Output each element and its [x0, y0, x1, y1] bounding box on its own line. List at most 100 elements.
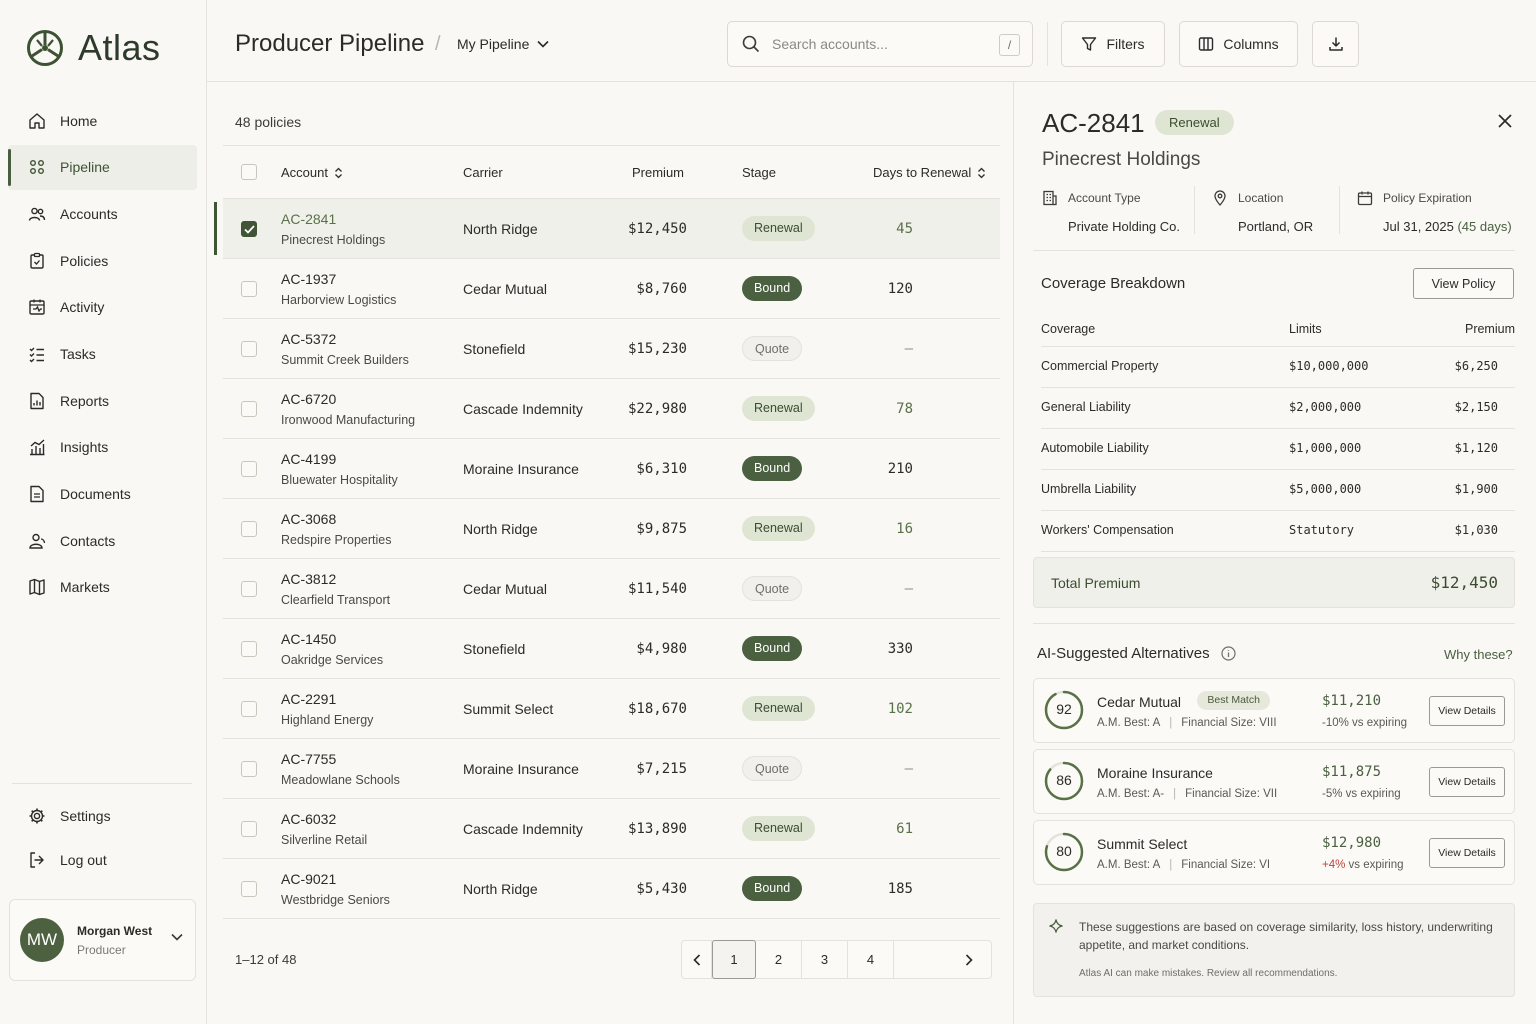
- meta-location: Location Portland, OR: [1212, 190, 1313, 234]
- days-to-renewal-cell: 16: [896, 521, 913, 537]
- row-checkbox[interactable]: [241, 821, 257, 840]
- coverage-row: Umbrella Liability $5,000,000 $1,900: [1041, 470, 1515, 511]
- sidebar-item-documents[interactable]: Documents: [8, 472, 197, 517]
- view-policy-button[interactable]: View Policy: [1413, 268, 1514, 299]
- coverage-table-header: Coverage Limits Premium: [1041, 319, 1515, 347]
- chevron-left-icon: [692, 953, 700, 966]
- table-row[interactable]: AC-3812 Clearfield Transport Cedar Mutua…: [223, 559, 1000, 619]
- stage-badge: Bound: [742, 636, 803, 661]
- pagination-page-3[interactable]: 3: [802, 941, 848, 978]
- account-cell: AC-4199 Bluewater Hospitality: [281, 451, 398, 487]
- column-header-days-to-renewal[interactable]: Days to Renewal: [873, 165, 986, 180]
- sidebar-item-label: Activity: [60, 299, 105, 316]
- match-score: 80: [1056, 843, 1072, 859]
- sidebar-item-tasks[interactable]: Tasks: [8, 331, 197, 376]
- pagination-prev-button[interactable]: [682, 941, 712, 978]
- column-header-stage[interactable]: Stage: [742, 165, 776, 180]
- sidebar-item-pipeline[interactable]: Pipeline: [8, 144, 197, 190]
- sidebar-item-markets[interactable]: Markets: [8, 565, 197, 610]
- table-row[interactable]: AC-7755 Meadowlane Schools Moraine Insur…: [223, 739, 1000, 799]
- row-checkbox[interactable]: [241, 221, 257, 237]
- pagination-page-2[interactable]: 2: [756, 941, 802, 978]
- pagination-page-4[interactable]: 4: [848, 941, 894, 978]
- user-profile-card[interactable]: MW Morgan West Producer: [9, 899, 196, 981]
- days-to-renewal-cell: 210: [887, 461, 913, 477]
- stage-cell: Bound: [742, 276, 803, 301]
- coverage-premium: $6,250: [1454, 359, 1498, 373]
- column-header-carrier[interactable]: Carrier: [463, 165, 503, 180]
- stage-badge: Renewal: [742, 696, 815, 721]
- match-score-ring: [1044, 690, 1084, 730]
- why-these-link[interactable]: Why these?: [1444, 647, 1513, 662]
- stage-badge: Bound: [742, 456, 803, 481]
- row-checkbox[interactable]: [241, 281, 257, 300]
- premium-delta: -5% vs expiring: [1322, 788, 1401, 800]
- table-row[interactable]: AC-3068 Redspire Properties North Ridge …: [223, 499, 1000, 559]
- app-logo[interactable]: Atlas: [26, 27, 161, 69]
- info-icon[interactable]: [1221, 646, 1236, 661]
- premium-delta-value: +4%: [1322, 859, 1346, 871]
- stage-badge: Quote: [742, 756, 803, 781]
- coverage-row: General Liability $2,000,000 $2,150: [1041, 388, 1515, 429]
- view-details-button[interactable]: View Details: [1429, 838, 1505, 868]
- row-checkbox[interactable]: [241, 701, 257, 720]
- sidebar-item-activity[interactable]: Activity: [8, 285, 197, 330]
- column-header-account[interactable]: Account: [281, 165, 343, 180]
- table-row[interactable]: AC-6032 Silverline Retail Cascade Indemn…: [223, 799, 1000, 859]
- section-divider: [1033, 250, 1515, 251]
- sidebar-item-accounts[interactable]: Accounts: [8, 191, 197, 236]
- row-checkbox[interactable]: [241, 881, 257, 900]
- table-row[interactable]: AC-6720 Ironwood Manufacturing Cascade I…: [223, 379, 1000, 439]
- table-row[interactable]: AC-9021 Westbridge Seniors North Ridge $…: [223, 859, 1000, 919]
- row-checkbox[interactable]: [241, 581, 257, 600]
- premium-delta-value: -10%: [1322, 717, 1349, 729]
- column-header-premium[interactable]: Premium: [632, 165, 685, 180]
- tasks-icon: [28, 345, 46, 363]
- sidebar-item-policies[interactable]: Policies: [8, 238, 197, 283]
- row-checkbox[interactable]: [241, 341, 257, 360]
- table-row[interactable]: AC-4199 Bluewater Hospitality Moraine In…: [223, 439, 1000, 499]
- row-checkbox[interactable]: [241, 461, 257, 480]
- home-icon: [28, 112, 46, 130]
- row-checkbox[interactable]: [241, 761, 257, 780]
- sidebar-item-label: Pipeline: [60, 159, 110, 176]
- stage-cell: Renewal: [742, 816, 815, 841]
- account-id: AC-3812: [281, 571, 337, 587]
- pipeline-selector[interactable]: My Pipeline: [457, 36, 549, 52]
- account-cell: AC-3812 Clearfield Transport: [281, 571, 390, 607]
- carrier-cell: Stonefield: [463, 641, 526, 657]
- table-row[interactable]: AC-2291 Highland Energy Summit Select $1…: [223, 679, 1000, 739]
- table-row[interactable]: AC-1937 Harborview Logistics Cedar Mutua…: [223, 259, 1000, 319]
- chevron-down-icon[interactable]: [171, 933, 183, 941]
- carrier-cell: Summit Select: [463, 701, 554, 717]
- row-checkbox[interactable]: [241, 521, 257, 540]
- download-button[interactable]: [1312, 21, 1359, 67]
- close-icon[interactable]: [1497, 113, 1513, 129]
- sidebar-item-contacts[interactable]: Contacts: [8, 518, 197, 563]
- pagination-next-button[interactable]: [947, 941, 991, 978]
- sidebar-item-reports[interactable]: Reports: [8, 378, 197, 423]
- premium-cell: $11,540: [627, 581, 687, 597]
- view-details-button[interactable]: View Details: [1429, 696, 1505, 726]
- sidebar-item-log-out[interactable]: Log out: [8, 839, 197, 882]
- filters-button[interactable]: Filters: [1061, 21, 1165, 67]
- row-checkbox[interactable]: [241, 641, 257, 660]
- stage-badge: Quote: [742, 576, 803, 601]
- table-row[interactable]: AC-1450 Oakridge Services Stonefield $4,…: [223, 619, 1000, 679]
- table-row[interactable]: AC-5372 Summit Creek Builders Stonefield…: [223, 319, 1000, 379]
- sidebar-item-home[interactable]: Home: [8, 98, 197, 143]
- table-row[interactable]: AC-2841 Pinecrest Holdings North Ridge $…: [214, 199, 1000, 259]
- view-details-button[interactable]: View Details: [1429, 767, 1505, 797]
- sidebar-item-insights[interactable]: Insights: [8, 425, 197, 470]
- columns-button[interactable]: Columns: [1179, 21, 1298, 67]
- account-id: AC-2841: [281, 211, 337, 227]
- pagination-page-1[interactable]: 1: [712, 940, 756, 979]
- account-cell: AC-5372 Summit Creek Builders: [281, 331, 409, 367]
- row-checkbox[interactable]: [241, 401, 257, 420]
- markets-icon: [28, 578, 46, 596]
- carrier-cell: Cascade Indemnity: [463, 821, 583, 837]
- sidebar-item-settings[interactable]: Settings: [8, 794, 197, 837]
- search-input[interactable]: [772, 36, 982, 52]
- select-all-checkbox[interactable]: [241, 164, 257, 180]
- pipeline-icon: [28, 158, 46, 176]
